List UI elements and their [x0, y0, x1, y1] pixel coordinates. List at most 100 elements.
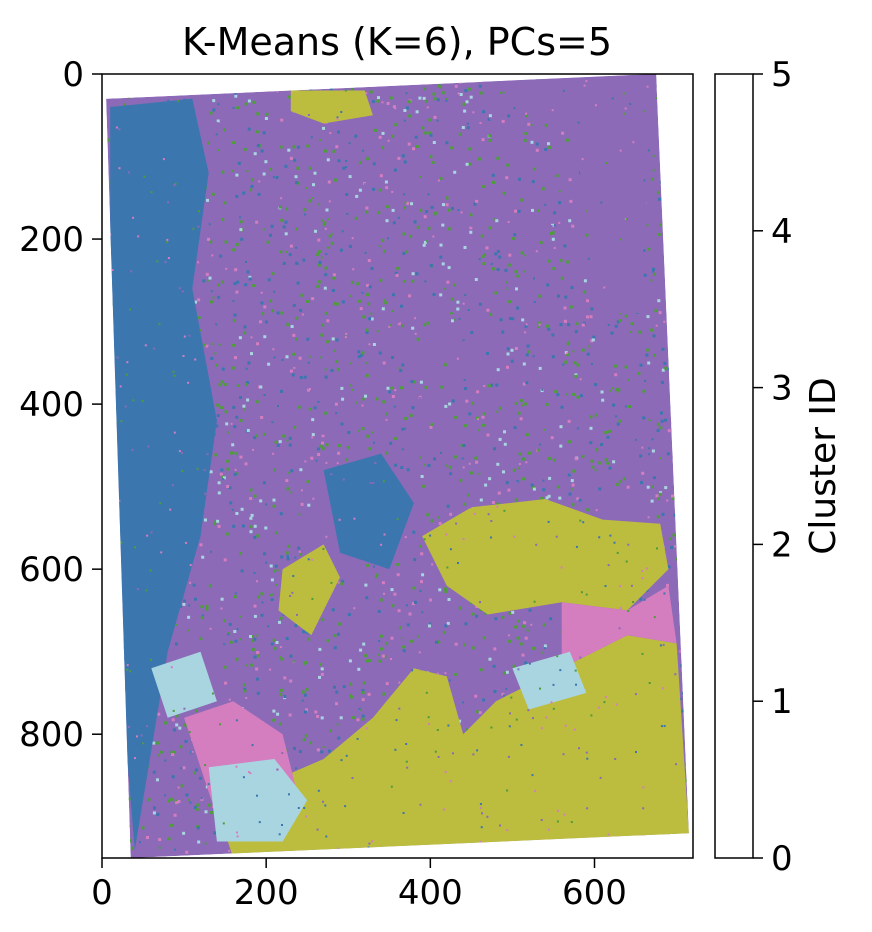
- cluster-pixel: [372, 481, 375, 484]
- cluster-pixel: [246, 429, 250, 432]
- cluster-pixel: [229, 501, 233, 505]
- cluster-pixel: [316, 253, 320, 256]
- cluster-pixel: [401, 638, 404, 641]
- cluster-pixel: [632, 601, 635, 603]
- cluster-pixel: [185, 639, 188, 642]
- cluster-pixel: [505, 687, 508, 690]
- cluster-pixel: [523, 270, 526, 273]
- cluster-pixel: [361, 427, 365, 430]
- cluster-pixel: [272, 718, 276, 722]
- cluster-pixel: [672, 533, 676, 537]
- cluster-pixel: [504, 268, 508, 272]
- cluster-pixel: [257, 595, 261, 599]
- cluster-pixel: [171, 718, 175, 722]
- cluster-pixel: [562, 753, 565, 756]
- cluster-pixel: [647, 247, 651, 251]
- cluster-pixel: [260, 149, 264, 153]
- cluster-pixel: [323, 192, 326, 195]
- cluster-pixel: [402, 649, 406, 653]
- cluster-pixel: [496, 410, 499, 413]
- cluster-pixel: [436, 258, 439, 261]
- cluster-pixel: [243, 687, 247, 691]
- cluster-pixel: [416, 225, 420, 229]
- cluster-pixel: [185, 763, 189, 767]
- cluster-pixel: [506, 286, 510, 290]
- cluster-pixel: [197, 225, 200, 228]
- cluster-pixel: [265, 503, 268, 506]
- cluster-pixel: [437, 640, 441, 644]
- cluster-pixel: [659, 457, 662, 460]
- cluster-pixel: [575, 322, 579, 326]
- cluster-pixel: [543, 647, 546, 650]
- cluster-pixel: [398, 516, 401, 519]
- cluster-pixel: [152, 811, 156, 815]
- cluster-pixel: [405, 743, 408, 745]
- cluster-pixel: [301, 690, 305, 694]
- cluster-pixel: [335, 249, 338, 252]
- cluster-pixel: [334, 157, 338, 161]
- cluster-pixel: [311, 558, 314, 561]
- cluster-pixel: [415, 272, 419, 276]
- cluster-pixel: [232, 343, 236, 347]
- cluster-pixel: [641, 652, 644, 655]
- cluster-pixel: [462, 701, 464, 704]
- cluster-pixel: [245, 260, 247, 263]
- cluster-pixel: [272, 638, 276, 642]
- cluster-pixel: [321, 434, 325, 438]
- cluster-pixel: [272, 709, 276, 713]
- cluster-pixel: [111, 269, 114, 271]
- cluster-pixel: [451, 319, 454, 323]
- cluster-pixel: [423, 131, 427, 135]
- cluster-pixel: [299, 552, 303, 556]
- cluster-pixel: [271, 309, 275, 313]
- cluster-pixel: [639, 454, 643, 458]
- cluster-pixel: [423, 87, 427, 91]
- cluster-pixel: [482, 110, 486, 114]
- cluster-pixel: [460, 187, 464, 191]
- cluster-pixel: [594, 104, 597, 107]
- cluster-pixel: [653, 616, 656, 619]
- cluster-pixel: [221, 170, 225, 174]
- cluster-pixel: [581, 348, 585, 352]
- cluster-pixel: [609, 88, 612, 91]
- cluster-pixel: [414, 600, 417, 604]
- cluster-pixel: [144, 486, 147, 489]
- cluster-pixel: [583, 84, 586, 87]
- cluster-pixel: [158, 838, 162, 842]
- cluster-pixel: [365, 206, 369, 210]
- cluster-pixel: [616, 402, 620, 406]
- cluster-pixel: [337, 736, 341, 740]
- cluster-pixel: [507, 634, 510, 637]
- cluster-pixel: [517, 209, 521, 213]
- cluster-pixel: [367, 174, 370, 177]
- cluster-pixel: [487, 117, 491, 121]
- cluster-pixel: [212, 108, 216, 112]
- cluster-pixel: [479, 668, 483, 672]
- cluster-pixel: [414, 317, 417, 320]
- cluster-pixel: [229, 640, 233, 644]
- cluster-pixel: [234, 94, 238, 98]
- cluster-pixel: [312, 699, 316, 703]
- cluster-pixel: [381, 581, 385, 585]
- cluster-pixel: [214, 522, 217, 525]
- cluster-pixel: [454, 84, 458, 88]
- cluster-pixel: [207, 803, 211, 807]
- cluster-pixel: [286, 557, 290, 561]
- cluster-pixel: [213, 123, 217, 127]
- cluster-pixel: [585, 80, 588, 83]
- cluster-pixel: [150, 658, 153, 661]
- cluster-pixel: [648, 306, 652, 310]
- cluster-pixel: [540, 496, 544, 500]
- cluster-pixel: [447, 208, 451, 212]
- cluster-pixel: [498, 406, 502, 410]
- cluster-pixel: [325, 835, 328, 838]
- cluster-pixel: [219, 472, 223, 476]
- cluster-pixel: [446, 566, 449, 569]
- cluster-pixel: [281, 824, 283, 826]
- cluster-pixel: [306, 300, 310, 303]
- cluster-pixel: [507, 114, 511, 118]
- cluster-pixel: [457, 687, 460, 690]
- cluster-pixel: [278, 551, 280, 554]
- colorbar-frame: [714, 73, 754, 859]
- cluster-pixel: [524, 324, 528, 328]
